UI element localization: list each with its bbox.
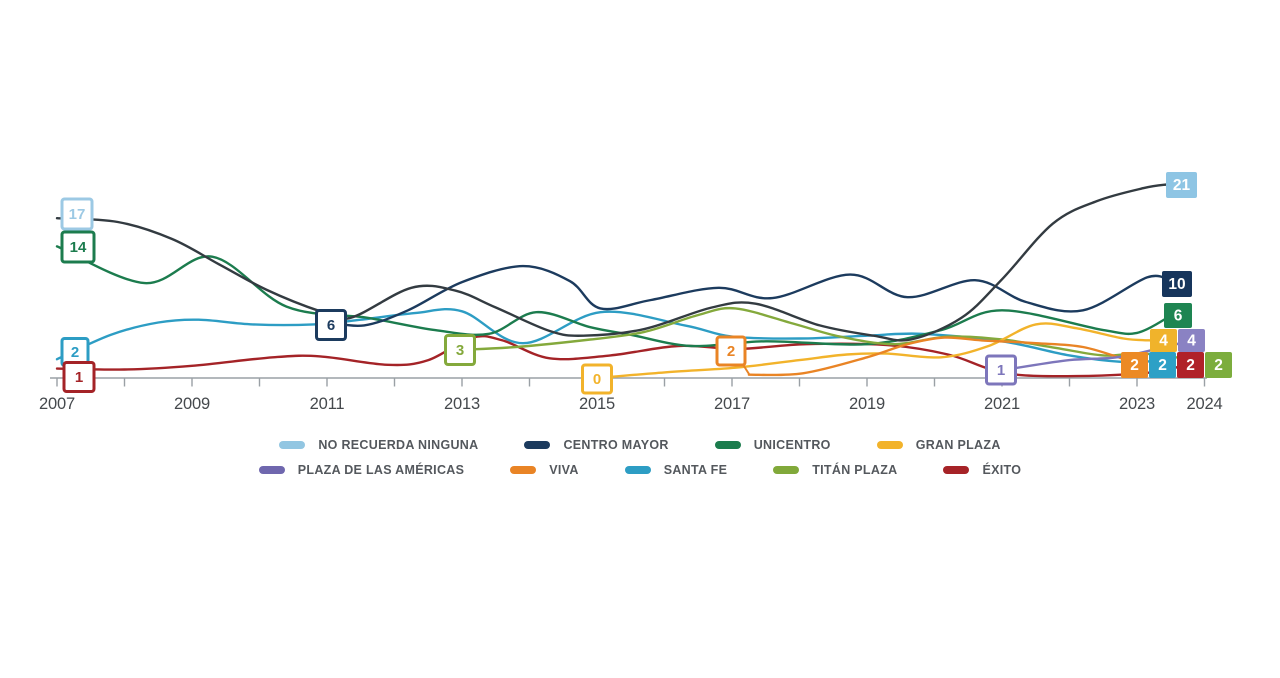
legend-swatch-centro-mayor (524, 441, 551, 449)
year-label-2013: 2013 (444, 395, 480, 413)
start-value-centro-mayor: 6 (327, 317, 335, 334)
legend-swatch-unicentro (714, 441, 741, 449)
series-line-no-recuerda-ninguna (55, 183, 1169, 342)
end-value-box-santa-fe (1149, 352, 1176, 378)
legend-row-2: PLAZA DE LAS AMÉRICAS VIVA SANTA FE TITÁN P… (258, 463, 1021, 477)
start-value-box-centro-mayor (315, 309, 347, 341)
chart-legend: NO RECUERDA NINGUNA CENTRO MAYOR UNICENTRO… (0, 438, 1280, 477)
end-value-titan-plaza: 2 (1214, 357, 1223, 374)
end-value-santa-fe: 2 (1158, 357, 1167, 374)
legend-item-plaza-de-las-americas: PLAZA DE LAS AMÉRICAS (258, 463, 465, 477)
year-label-2009: 2009 (174, 395, 210, 413)
end-value-box-titan-plaza (1205, 352, 1232, 378)
start-value-box-gran-plaza (581, 363, 613, 395)
legend-swatch-gran-plaza (876, 441, 903, 449)
legend-item-gran-plaza: GRAN PLAZA (876, 438, 1001, 452)
start-value-box-viva (715, 335, 747, 367)
start-value-box-no-recuerda-ninguna (60, 197, 94, 231)
series-line-titan-plaza (460, 306, 1203, 363)
legend-item-no-recuerda-ninguna: NO RECUERDA NINGUNA (279, 438, 478, 452)
legend-item-titan-plaza: TITÁN PLAZA (773, 463, 897, 477)
start-value-no-recuerda-ninguna: 17 (69, 206, 86, 223)
end-value-box-unicentro (1164, 303, 1192, 328)
legend-label-santa-fe: SANTA FE (663, 463, 728, 477)
series-line-gran-plaza (595, 322, 1156, 380)
legend-label-viva: VIVA (549, 463, 579, 477)
start-value-exito: 1 (75, 369, 83, 386)
end-value-box-no-recuerda-ninguna (1166, 172, 1197, 198)
legend-label-centro-mayor: CENTRO MAYOR (563, 438, 669, 452)
legend-label-no-recuerda-ninguna: NO RECUERDA NINGUNA (318, 438, 479, 452)
end-value-gran-plaza: 4 (1159, 333, 1168, 350)
end-value-plaza-de-las-americas: 4 (1187, 333, 1196, 350)
end-value-box-plaza-de-las-americas (1178, 329, 1205, 352)
legend-item-santa-fe: SANTA FE (624, 463, 728, 477)
year-label-2011: 2011 (310, 395, 345, 413)
legend-label-plaza-de-las-americas: PLAZA DE LAS AMÉRICAS (297, 463, 465, 477)
series-line-viva (747, 336, 1129, 377)
legend-item-viva: VIVA (510, 463, 578, 477)
series-line-exito (55, 334, 1189, 378)
legend-swatch-viva (510, 466, 537, 474)
year-label-2007: 2007 (39, 395, 75, 413)
legend-swatch-plaza-de-las-americas (258, 466, 285, 474)
end-value-exito: 2 (1186, 357, 1195, 374)
end-value-centro-mayor: 10 (1168, 276, 1185, 293)
legend-swatch-exito (943, 466, 970, 474)
year-label-2015: 2015 (579, 395, 615, 413)
start-value-unicentro: 14 (70, 239, 87, 256)
start-value-gran-plaza: 0 (593, 371, 601, 388)
year-label-2024: 2024 (1187, 395, 1223, 413)
legend-label-gran-plaza: GRAN PLAZA (915, 438, 1001, 452)
end-value-box-exito (1177, 352, 1204, 378)
start-value-viva: 2 (727, 343, 735, 360)
start-value-santa-fe: 2 (71, 344, 79, 361)
series-line-unicentro (55, 245, 1169, 348)
legend-swatch-santa-fe (624, 466, 651, 474)
legend-row-1: NO RECUERDA NINGUNA CENTRO MAYOR UNICENTRO… (279, 438, 1000, 452)
legend-label-exito: ÉXITO (982, 463, 1022, 477)
end-value-viva: 2 (1130, 357, 1139, 374)
legend-label-unicentro: UNICENTRO (753, 438, 831, 452)
legend-item-unicentro: UNICENTRO (714, 438, 831, 452)
end-value-box-gran-plaza (1150, 329, 1177, 352)
end-value-box-viva (1121, 352, 1148, 378)
legend-swatch-no-recuerda-ninguna (279, 441, 306, 449)
year-label-2021: 2021 (984, 395, 1020, 413)
series-line-centro-mayor (325, 264, 1172, 327)
legend-item-exito: ÉXITO (943, 463, 1021, 477)
line-chart: 2 1 14 3 0 2 1 6 17 2 2 6 2 4 2 4 10 21 2007 2009 2011 2013 20… (39, 172, 1232, 413)
end-value-box-centro-mayor (1162, 271, 1192, 297)
end-value-unicentro: 6 (1174, 308, 1183, 325)
legend-label-titan-plaza: TITÁN PLAZA (812, 463, 898, 477)
start-value-box-unicentro (60, 230, 96, 264)
year-label-2019: 2019 (849, 395, 885, 413)
year-label-2023: 2023 (1119, 395, 1155, 413)
year-label-2017: 2017 (714, 395, 750, 413)
end-value-no-recuerda-ninguna: 21 (1173, 177, 1191, 194)
start-value-box-titan-plaza (444, 334, 476, 366)
start-value-box-exito (62, 361, 96, 393)
start-value-plaza-de-las-americas: 1 (997, 362, 1005, 379)
legend-item-centro-mayor: CENTRO MAYOR (524, 438, 668, 452)
start-value-box-plaza-de-las-americas (985, 354, 1017, 386)
legend-swatch-titan-plaza (773, 466, 800, 474)
start-value-titan-plaza: 3 (456, 342, 464, 359)
